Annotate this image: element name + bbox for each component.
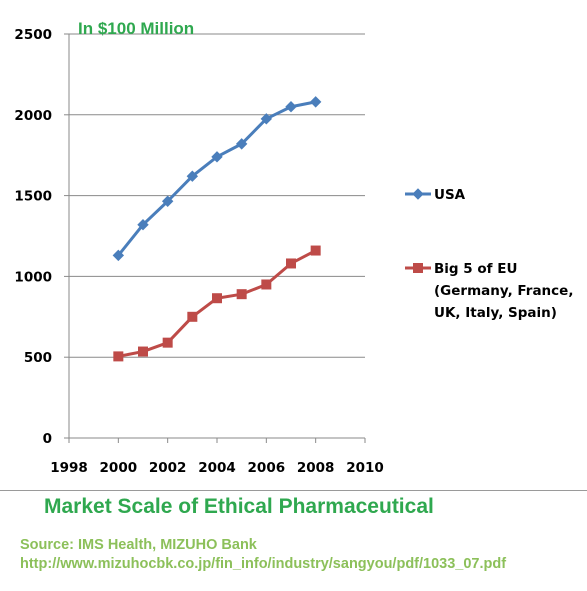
data-point bbox=[212, 293, 222, 304]
data-point bbox=[286, 258, 296, 269]
x-tick-label: 2004 bbox=[198, 460, 236, 476]
data-point bbox=[235, 138, 248, 150]
data-point bbox=[310, 245, 321, 256]
legend-marker bbox=[412, 188, 424, 200]
data-point bbox=[211, 151, 223, 163]
data-point bbox=[112, 249, 125, 262]
data-point bbox=[187, 311, 198, 322]
x-tick-label: 1998 bbox=[50, 460, 88, 476]
source-url: http://www.mizuhocbk.co.jp/fin_info/indu… bbox=[20, 556, 507, 572]
legend: USA Big 5 of EU (Germany, France, UK, Italy… bbox=[405, 187, 573, 321]
y-tick-labels: 0 500 1000 1500 2000 2500 bbox=[14, 27, 52, 447]
axes bbox=[64, 33, 366, 443]
legend-label: (Germany, France, bbox=[434, 283, 573, 299]
data-point bbox=[138, 346, 148, 357]
y-tick-label: 0 bbox=[43, 431, 52, 447]
y-tick-label: 2000 bbox=[14, 108, 52, 124]
data-point bbox=[309, 96, 322, 108]
divider bbox=[0, 490, 587, 491]
data-point bbox=[161, 195, 174, 207]
source-block: Source: IMS Health, MIZUHO Bank http://w… bbox=[20, 536, 506, 574]
x-tick-labels: 1998 2000 2002 2004 2006 2008 2010 bbox=[50, 460, 384, 476]
chart-title: Market Scale of Ethical Pharmaceutical bbox=[44, 495, 434, 518]
x-tick-label: 2000 bbox=[100, 460, 138, 476]
data-point bbox=[113, 351, 124, 362]
y-tick-label: 2500 bbox=[14, 27, 52, 43]
legend-label: UK, Italy, Spain) bbox=[434, 305, 557, 321]
x-tick-label: 2010 bbox=[346, 460, 384, 476]
data-point bbox=[236, 289, 247, 300]
source-text: Source: IMS Health, MIZUHO Bank bbox=[20, 537, 257, 553]
legend-label: Big 5 of EU bbox=[434, 261, 517, 277]
x-tick-label: 2002 bbox=[149, 460, 187, 476]
x-tick-label: 2006 bbox=[248, 460, 286, 476]
unit-note: In $100 Million bbox=[78, 19, 194, 38]
series-line bbox=[117, 100, 316, 257]
data-point bbox=[261, 279, 272, 290]
series-0 bbox=[112, 96, 322, 262]
data-point bbox=[186, 170, 199, 182]
series-group bbox=[112, 96, 322, 362]
y-tick-label: 1000 bbox=[14, 269, 52, 285]
legend-marker bbox=[413, 263, 423, 273]
y-tick-label: 500 bbox=[24, 350, 52, 366]
data-point bbox=[260, 113, 273, 125]
y-tick-label: 1500 bbox=[14, 189, 52, 205]
line-chart: 0 500 1000 1500 2000 2500 1998 2000 2002 2004 200… bbox=[14, 19, 573, 476]
data-point bbox=[162, 337, 173, 348]
data-point bbox=[137, 218, 149, 231]
gridlines bbox=[69, 33, 365, 358]
series-1 bbox=[113, 245, 321, 362]
data-point bbox=[285, 101, 297, 113]
x-tick-label: 2008 bbox=[297, 460, 335, 476]
legend-label: USA bbox=[434, 187, 466, 203]
